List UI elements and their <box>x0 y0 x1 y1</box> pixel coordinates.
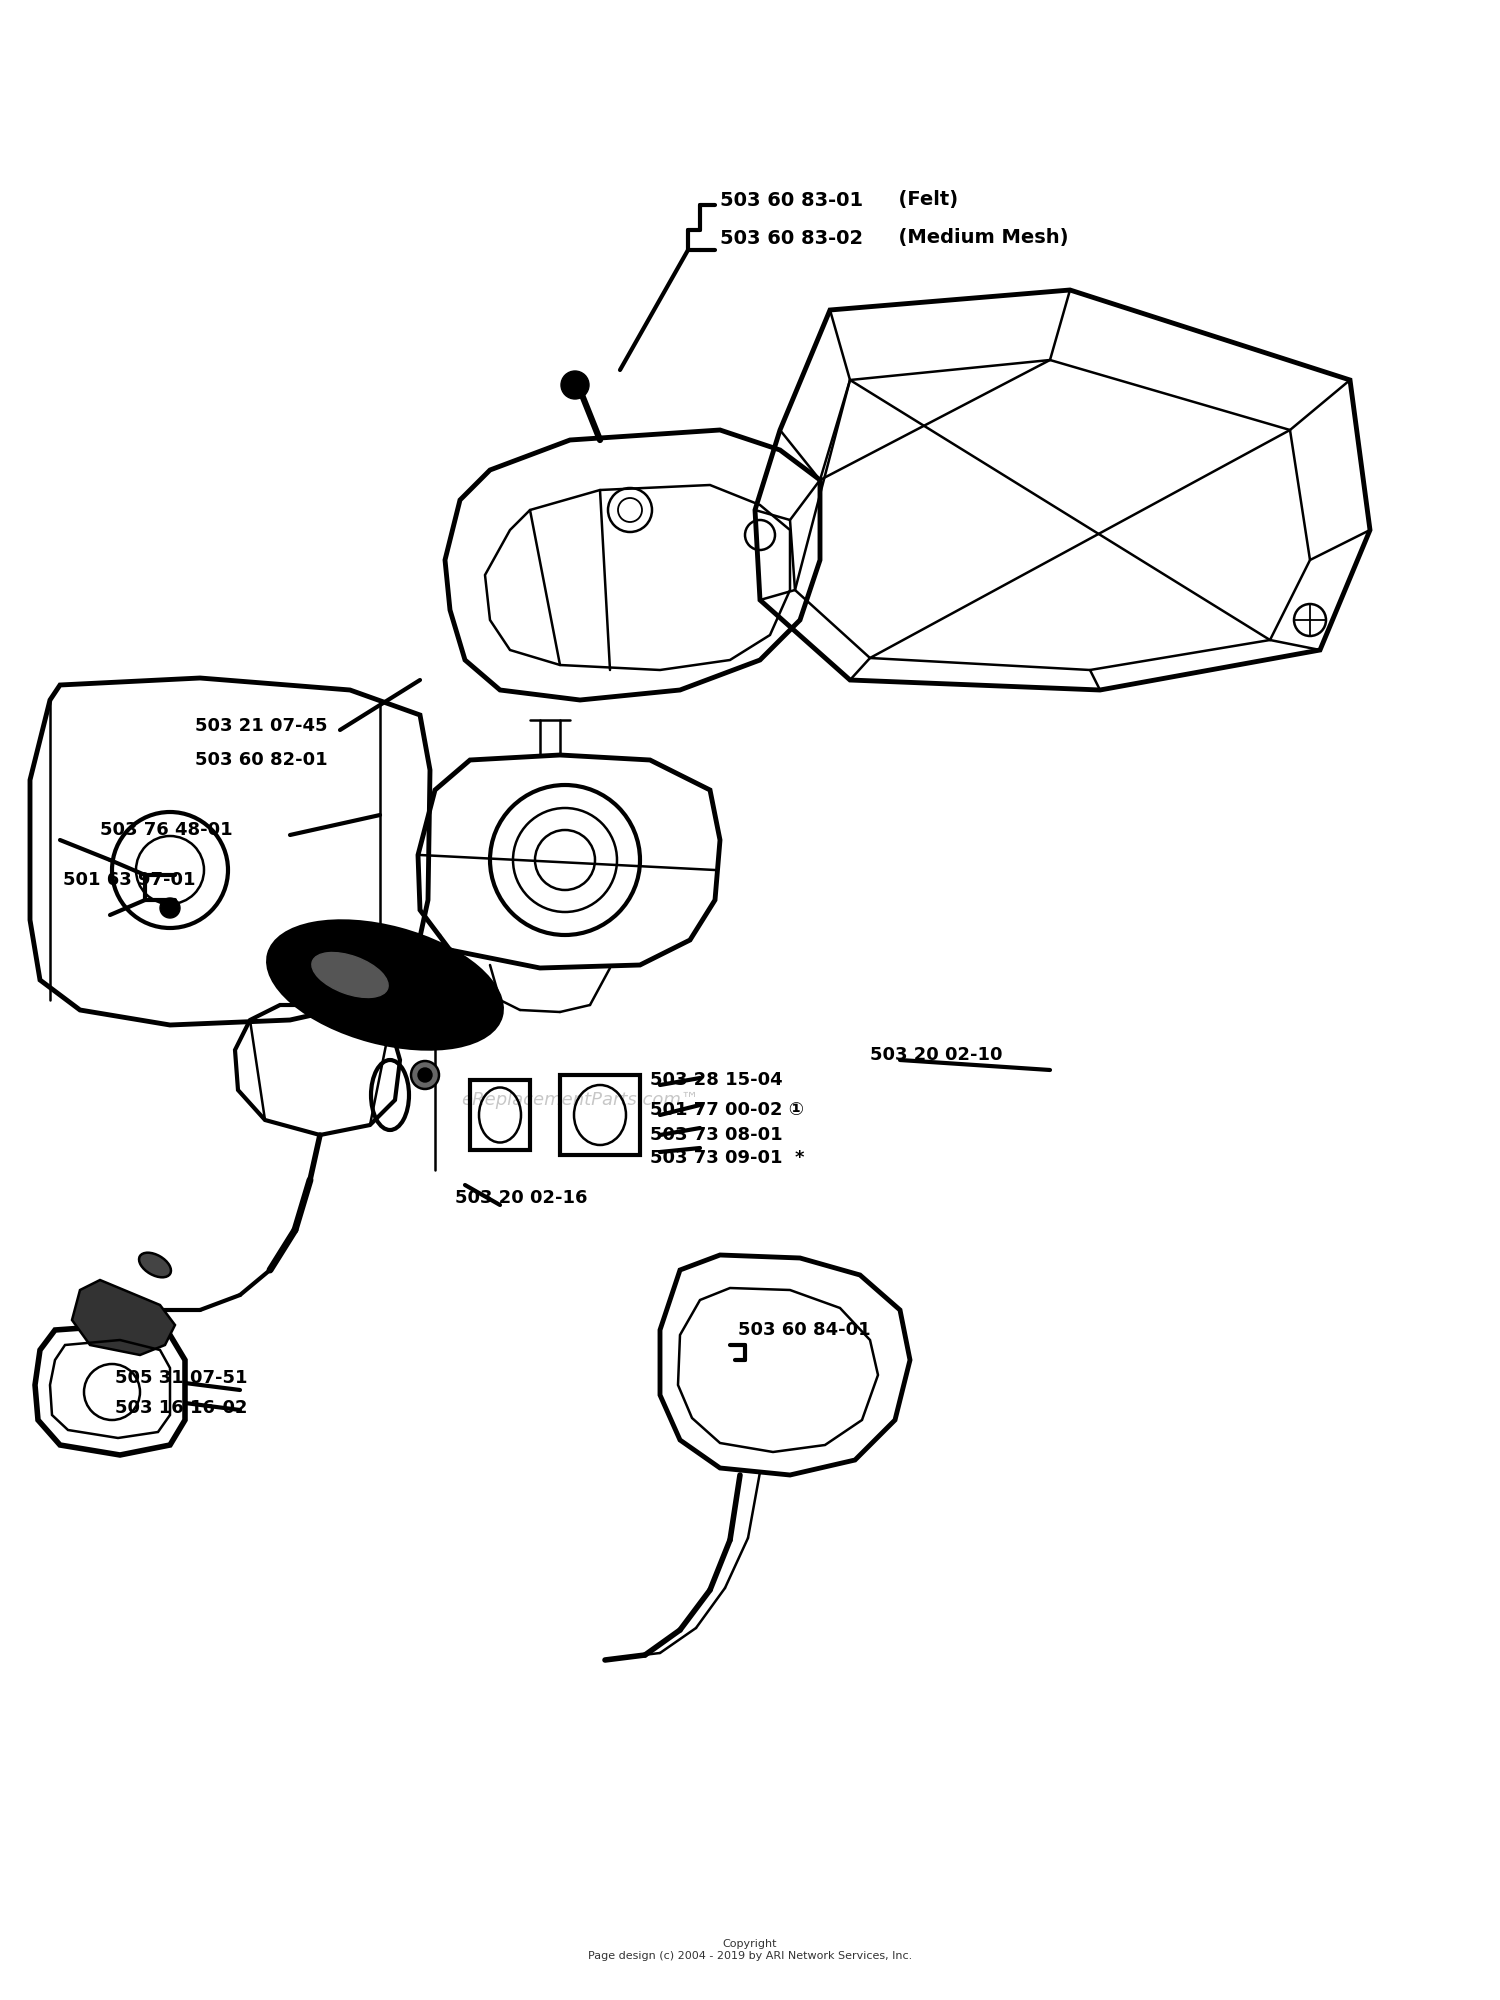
Text: 503 20 02-16: 503 20 02-16 <box>454 1188 588 1206</box>
Circle shape <box>561 372 590 400</box>
Text: 503 60 82-01: 503 60 82-01 <box>195 750 327 768</box>
Circle shape <box>411 1060 440 1088</box>
Ellipse shape <box>140 1252 171 1278</box>
Text: 503 21 07-45: 503 21 07-45 <box>195 718 327 734</box>
Text: 503 76 48-01: 503 76 48-01 <box>100 820 232 840</box>
Text: 503 16 16-02: 503 16 16-02 <box>116 1400 248 1416</box>
Text: 503 60 84-01: 503 60 84-01 <box>738 1320 870 1340</box>
Ellipse shape <box>268 922 502 1048</box>
Text: Copyright
Page design (c) 2004 - 2019 by ARI Network Services, Inc.: Copyright Page design (c) 2004 - 2019 by… <box>588 1940 912 1960</box>
Circle shape <box>160 898 180 918</box>
Text: 501 63 97-01: 501 63 97-01 <box>63 872 195 888</box>
Text: (Felt): (Felt) <box>885 190 959 210</box>
Polygon shape <box>72 1280 176 1356</box>
Text: 503 73 09-01  *: 503 73 09-01 * <box>650 1148 804 1168</box>
Ellipse shape <box>312 952 388 998</box>
Text: 503 20 02-10: 503 20 02-10 <box>870 1046 1002 1064</box>
Text: eReplacementParts.com™: eReplacementParts.com™ <box>460 1092 699 1108</box>
Circle shape <box>419 1068 432 1082</box>
Text: 505 31 07-51: 505 31 07-51 <box>116 1368 248 1388</box>
Text: 503 28 15-04: 503 28 15-04 <box>650 1072 783 1088</box>
Text: 503 60 83-01: 503 60 83-01 <box>720 190 862 210</box>
Text: 503 73 08-01: 503 73 08-01 <box>650 1126 783 1144</box>
Text: 503 60 83-02: 503 60 83-02 <box>720 228 862 248</box>
Text: 501 77 00-02 ①: 501 77 00-02 ① <box>650 1100 804 1120</box>
Text: (Medium Mesh): (Medium Mesh) <box>885 228 1068 248</box>
